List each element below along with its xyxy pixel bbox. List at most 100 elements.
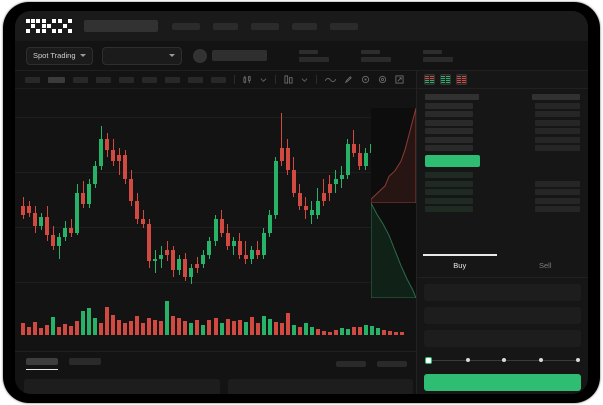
volume-bar [81, 311, 86, 335]
tab-open-orders[interactable] [26, 358, 58, 370]
volume-bar [225, 318, 230, 335]
chevron-down-icon[interactable] [260, 76, 267, 83]
orders-action-2[interactable] [377, 361, 407, 367]
orderbook-ask-row[interactable] [417, 145, 588, 151]
fullscreen-icon[interactable] [395, 75, 404, 84]
timeframe-button-active[interactable] [48, 76, 65, 83]
volume-bar [135, 316, 140, 335]
orderbook-ask-row[interactable] [417, 119, 588, 126]
amount-field[interactable] [424, 307, 581, 324]
timeframe-button[interactable] [73, 76, 88, 83]
volume-bar [195, 319, 200, 335]
chevron-down-icon [168, 54, 175, 57]
pencil-icon[interactable] [344, 75, 353, 84]
stat-value [360, 56, 391, 62]
orderbook-body[interactable] [417, 89, 588, 259]
orderbook-ask-row[interactable] [417, 136, 588, 143]
orderbook-bid-row[interactable] [417, 197, 588, 204]
slider-stop-25[interactable] [466, 358, 470, 362]
orderbook-bid-row[interactable] [417, 189, 588, 195]
volume-bar [303, 323, 308, 335]
volume-bar [363, 324, 368, 335]
depth-chart-overlay[interactable] [371, 108, 416, 298]
price-field[interactable] [424, 284, 581, 301]
volume-bar [231, 321, 236, 335]
orders-action-1[interactable] [336, 361, 366, 367]
stat-label [360, 49, 380, 54]
volume-bar [315, 328, 320, 335]
volume-bar [39, 328, 44, 335]
timeframe-button[interactable] [96, 76, 111, 83]
amount-percent-slider[interactable] [425, 356, 580, 365]
ob-mode-bids-icon[interactable] [440, 74, 451, 85]
slider-stop-100[interactable] [576, 358, 580, 362]
chevron-down-icon [79, 54, 86, 57]
candlestick-series [21, 97, 406, 297]
orderbook-header [417, 71, 588, 89]
volume-bar [129, 321, 134, 335]
indicator-icon[interactable] [284, 75, 293, 84]
buy-sell-tabs: Buy Sell [417, 254, 588, 278]
orderbook-bid-row[interactable] [417, 180, 588, 187]
slider-stop-75[interactable] [539, 358, 543, 362]
nav-item-3[interactable] [251, 22, 279, 30]
volume-bar [213, 318, 218, 335]
volume-bar [153, 319, 158, 335]
volume-bar [285, 313, 290, 335]
orderbook-ask-row[interactable] [417, 128, 588, 134]
orders-row-2[interactable] [228, 379, 413, 394]
orders-row-list [24, 379, 413, 394]
timeframe-button[interactable] [165, 76, 180, 83]
tab-buy[interactable]: Buy [417, 254, 503, 277]
nav-item-5[interactable] [330, 22, 358, 30]
magnet-icon[interactable] [361, 75, 370, 84]
volume-bar [33, 321, 38, 335]
market-mode-dropdown[interactable]: Spot Trading [26, 46, 93, 65]
ob-mode-asks-icon[interactable] [456, 74, 467, 85]
timeframe-button[interactable] [188, 76, 203, 83]
toolbar-divider [316, 75, 317, 84]
search-input[interactable] [84, 20, 158, 32]
volume-bar [99, 323, 104, 335]
orderbook-bid-row[interactable] [417, 172, 588, 178]
nav-item-4[interactable] [292, 22, 317, 30]
volume-bar [69, 325, 74, 335]
toolbar-divider [275, 75, 276, 84]
chevron-down-icon[interactable] [301, 76, 308, 83]
toolbar-divider [234, 75, 235, 84]
tab-order-history[interactable] [69, 358, 101, 365]
trading-pair-select[interactable] [101, 46, 182, 65]
orders-panel [15, 351, 416, 394]
stat-value [298, 56, 329, 62]
volume-bar [273, 321, 278, 335]
total-field[interactable] [424, 330, 581, 347]
slider-handle[interactable] [425, 357, 432, 364]
candlestick-icon[interactable] [243, 75, 252, 84]
wave-line-icon[interactable] [325, 76, 336, 84]
nav-item-2[interactable] [213, 22, 238, 30]
app-screen: Spot Trading [15, 11, 588, 394]
volume-bar [105, 307, 110, 335]
timeframe-button[interactable] [211, 76, 226, 83]
tab-sell[interactable]: Sell [538, 261, 552, 270]
ob-mode-both-icon[interactable] [424, 74, 435, 85]
okx-logo[interactable] [26, 19, 72, 33]
market-mode-label: Spot Trading [33, 51, 76, 60]
timeframe-button[interactable] [25, 76, 40, 83]
orderbook-bid-row[interactable] [417, 206, 588, 212]
orderbook-ask-row[interactable] [417, 111, 588, 117]
timeframe-button[interactable] [119, 76, 134, 83]
volume-bar [63, 324, 68, 335]
slider-stop-50[interactable] [502, 358, 506, 362]
orders-row-1[interactable] [24, 379, 220, 394]
nav-item-1[interactable] [172, 22, 200, 30]
submit-buy-button[interactable] [424, 374, 581, 391]
chart-gridline [15, 172, 416, 173]
timeframe-button[interactable] [142, 76, 157, 83]
last-price-highlight [425, 155, 480, 167]
orderbook-ask-row[interactable] [417, 102, 588, 109]
settings-icon[interactable] [378, 75, 387, 84]
volume-bar [387, 331, 392, 335]
price-chart[interactable] [15, 89, 416, 351]
